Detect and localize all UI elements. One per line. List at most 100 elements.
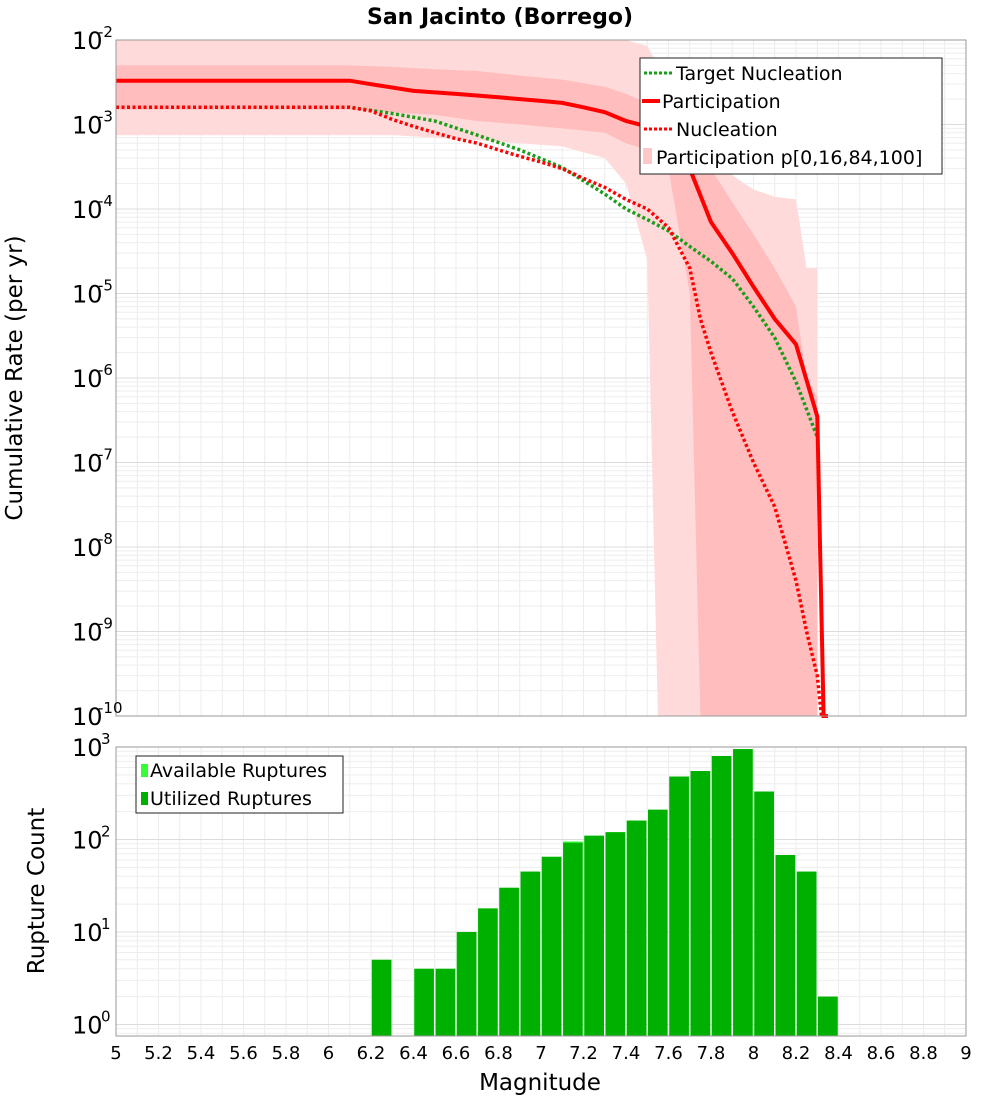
x-tick-label: 8.8 — [909, 1043, 938, 1064]
bar-utilized — [371, 959, 392, 1036]
series-line-participation — [116, 78, 828, 718]
x-tick-label: 7.8 — [697, 1043, 726, 1064]
participation-band — [116, 40, 818, 716]
bar-utilized — [563, 842, 583, 1036]
y-tick-exponent: 1 — [101, 915, 111, 933]
x-tick-label: 9 — [960, 1043, 971, 1064]
bar-utilized — [733, 749, 753, 1036]
legend-label-participation: Participation — [662, 91, 781, 113]
bar-utilized — [605, 832, 626, 1036]
bar-utilized — [435, 968, 456, 1036]
rate-plot-frame — [115, 39, 967, 717]
bar-utilized — [626, 820, 647, 1036]
y-tick-label: 10 — [72, 450, 103, 478]
y-tick-label: 10 — [72, 734, 103, 762]
y-tick-label: 10 — [72, 196, 103, 224]
count-plot-frame — [115, 746, 967, 1037]
chart-title: San Jacinto (Borrego) — [367, 5, 633, 30]
x-tick-label: 8.6 — [867, 1043, 896, 1064]
y-tick-exponent: -3 — [98, 108, 113, 126]
x-tick-label: 7 — [535, 1043, 546, 1064]
y-tick-exponent: -4 — [98, 192, 113, 210]
rate-lines — [116, 78, 828, 718]
bar-utilized — [690, 771, 711, 1036]
y-tick-exponent: -2 — [98, 23, 113, 41]
y-tick-label: 10 — [72, 826, 103, 854]
rate-legend: Target Nucleation Participation Nucleati… — [639, 57, 943, 175]
bar-utilized — [520, 871, 541, 1036]
y-tick-exponent: -8 — [98, 530, 113, 548]
bar-utilized — [775, 855, 796, 1036]
y-tick-label: 10 — [72, 365, 103, 393]
x-tick-label: 6.6 — [442, 1043, 471, 1064]
legend-label-participation-band: Participation p[0,16,84,100] — [656, 147, 922, 169]
count-legend-box — [135, 755, 344, 814]
x-axis-label: Magnitude — [479, 1070, 601, 1096]
bar-utilized — [456, 932, 477, 1036]
x-tick-label: 8.4 — [824, 1043, 853, 1064]
legend-label-nucleation: Nucleation — [676, 119, 778, 141]
y-tick-exponent: 3 — [101, 730, 111, 748]
x-tick-label: 8.2 — [782, 1043, 811, 1064]
y-tick-exponent: 0 — [101, 1007, 111, 1025]
bar-utilized — [499, 887, 519, 1036]
x-tick-label: 6.8 — [484, 1043, 513, 1064]
y-tick-exponent: -6 — [98, 361, 113, 379]
legend-label-utilized: Utilized Ruptures — [150, 788, 312, 810]
bar-utilized — [754, 791, 774, 1036]
legend-swatch-available — [141, 764, 148, 777]
legend-label-target-nucleation: Target Nucleation — [675, 63, 843, 85]
y-tick-exponent: -9 — [98, 615, 113, 633]
x-tick-label: 7.4 — [612, 1043, 641, 1064]
count-y-axis-label: Rupture Count — [24, 808, 50, 974]
x-tick-label: 6.4 — [399, 1043, 428, 1064]
bar-utilized — [711, 756, 732, 1036]
bar-utilized — [584, 835, 604, 1036]
y-tick-label: 10 — [72, 112, 103, 140]
count-x-ticks: 5 5.2 5.4 5.6 5.8 6 6.2 6.4 6.6 6.8 7 7.2 7.4 7.6 7.8 8… — [110, 1043, 971, 1064]
x-tick-label: 7.6 — [654, 1043, 683, 1064]
bar-utilized — [414, 968, 434, 1036]
x-tick-label: 8 — [748, 1043, 759, 1064]
y-tick-label: 10 — [72, 534, 103, 562]
y-tick-label: 10 — [72, 27, 103, 55]
y-tick-label: 10 — [72, 919, 103, 947]
x-tick-label: 6.2 — [357, 1043, 386, 1064]
y-tick-label: 10 — [72, 1011, 103, 1039]
bar-utilized — [541, 856, 562, 1036]
rate-legend-box — [639, 57, 943, 175]
y-tick-label: 10 — [72, 619, 103, 647]
count-bars — [371, 749, 838, 1036]
bar-utilized — [669, 776, 689, 1036]
legend-swatch-participation-band — [643, 148, 652, 164]
band-p0-p100 — [116, 40, 818, 716]
x-tick-label: 5.8 — [272, 1043, 301, 1064]
rate-y-axis-label: Cumulative Rate (per yr) — [2, 235, 28, 520]
bar-utilized — [648, 809, 668, 1036]
y-tick-exponent: -5 — [98, 277, 113, 295]
y-tick-label: 10 — [72, 703, 103, 731]
legend-swatch-utilized — [141, 792, 148, 805]
x-tick-label: 5.4 — [187, 1043, 216, 1064]
count-legend: Available Ruptures Utilized Ruptures — [135, 755, 344, 814]
x-tick-label: 5.2 — [144, 1043, 173, 1064]
bar-utilized — [478, 908, 498, 1036]
x-tick-label: 7.2 — [569, 1043, 598, 1064]
legend-label-available: Available Ruptures — [150, 760, 327, 782]
bar-utilized — [796, 871, 817, 1036]
x-tick-label: 5.6 — [229, 1043, 258, 1064]
band-p16-p84 — [116, 65, 818, 716]
y-tick-exponent: -10 — [98, 699, 123, 717]
y-tick-exponent: 2 — [101, 822, 111, 840]
series-line-nucleation — [116, 105, 824, 717]
y-tick-label: 10 — [72, 281, 103, 309]
x-tick-label: 5 — [110, 1043, 121, 1064]
x-tick-label: 6 — [323, 1043, 334, 1064]
bar-utilized — [818, 996, 838, 1036]
series-line-target-nucleation — [116, 105, 819, 438]
